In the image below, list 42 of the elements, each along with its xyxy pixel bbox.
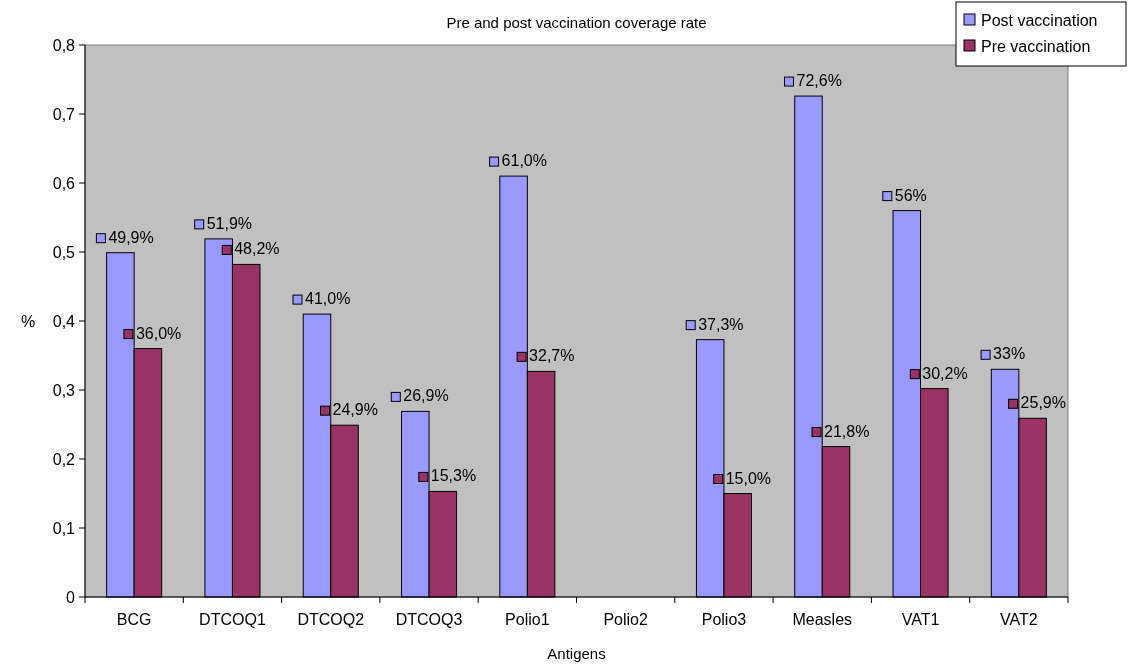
y-tick-label: 0,4 [52,312,76,330]
y-axis-title: % [20,312,36,330]
y-tick-label: 0,5 [52,243,76,261]
data-label: 36,0% [135,324,182,342]
data-label: 37,3% [698,315,744,333]
x-tick-label: DTCOQ1 [199,611,266,628]
y-tick-label: 0,2 [52,450,76,468]
data-label: 32,7% [529,347,575,365]
data-label: 15,0% [725,469,772,487]
y-tick-label: 0 [66,588,76,606]
x-tick-label: DTCOQ3 [395,611,463,628]
data-label: 48,2% [234,240,280,258]
data-label: 30,2% [922,364,968,382]
x-tick-label: VAT2 [1000,611,1038,628]
x-axis-title: Antigens [547,645,606,662]
y-tick-label: 0,8 [52,36,76,54]
data-label: 24,9% [332,401,378,419]
y-tick-label: 0,6 [52,174,76,192]
data-label: 15,3% [430,467,477,485]
y-tick-label: 0,7 [52,105,76,123]
x-tick-label: Polio2 [603,611,648,628]
x-tick-label: DTCOQ2 [297,611,365,628]
x-tick-label: Measles [792,611,853,628]
x-tick-label: Polio3 [701,611,747,628]
data-label: 25,9% [1020,394,1066,412]
data-label: 33% [993,345,1026,363]
data-label: 56% [894,186,927,204]
data-label: 21,8% [824,422,870,440]
x-tick-label: VAT1 [901,611,940,628]
y-tick-label: 0,3 [52,381,76,399]
data-label: 26,9% [403,387,449,405]
data-label: 41,0% [304,290,351,308]
data-label: 51,9% [206,214,253,232]
y-tick-label: 0,1 [52,519,76,537]
chart-title: Pre and post vaccination coverage rate [446,14,707,31]
legend-label: Pre vaccination [981,37,1091,55]
data-label: 49,9% [108,228,154,246]
data-label: 61,0% [501,152,547,170]
x-tick-label: BCG [116,611,152,628]
legend-label: Post vaccination [981,11,1098,29]
data-label: 72,6% [796,72,842,90]
x-tick-label: Polio1 [505,611,550,628]
